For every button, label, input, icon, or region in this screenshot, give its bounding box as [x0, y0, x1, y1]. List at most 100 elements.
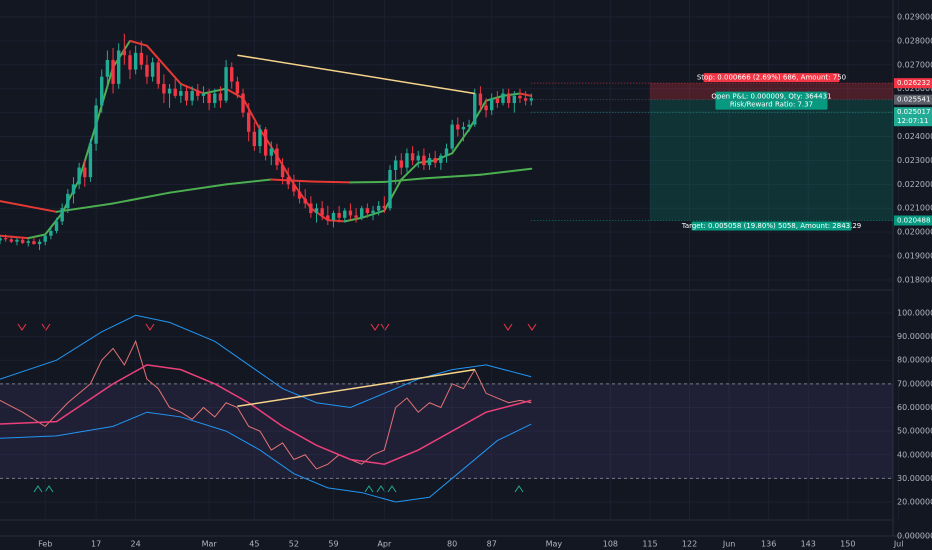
candle-body — [343, 210, 347, 218]
candle-body — [100, 76, 104, 106]
candle-body — [54, 221, 59, 231]
ma-segment — [225, 87, 245, 100]
candle-body — [484, 105, 488, 111]
indicator-line — [0, 411, 532, 503]
x-tick-label: Feb — [38, 540, 52, 549]
trend-line — [237, 54, 475, 95]
candle-body — [162, 83, 166, 94]
candle-body — [133, 52, 138, 70]
candle-body — [173, 88, 177, 96]
candle-body — [360, 208, 364, 218]
candle-body — [405, 153, 409, 168]
ma-segment — [468, 99, 488, 131]
y-tick-label: 90.000000 — [897, 332, 932, 341]
candle-body — [376, 205, 381, 211]
candle-body — [495, 98, 500, 104]
ma-segment — [225, 178, 273, 186]
ma-segment — [258, 128, 278, 157]
ma-segment — [55, 202, 115, 213]
y-tick-label: 0.018000 — [897, 275, 932, 284]
x-tick-label: 122 — [682, 540, 697, 549]
rr-label: Risk/Reward Ratio: 7.37 — [730, 101, 813, 109]
ma-segment — [242, 97, 261, 131]
candle-body — [456, 124, 460, 130]
ma-segment — [128, 39, 148, 47]
candle-body — [393, 160, 398, 170]
y-tick-label: 30.000000 — [897, 474, 932, 483]
ma-segment — [168, 183, 228, 194]
x-tick-label: 52 — [289, 540, 299, 549]
y-tick-label: 50.000000 — [897, 427, 932, 436]
price-tag-label: 0.026232 — [897, 79, 930, 87]
candle-body — [410, 153, 415, 161]
candle-body — [201, 93, 206, 96]
candle-body — [184, 91, 189, 101]
ma-segment — [145, 44, 165, 66]
x-tick-label: Jun — [722, 540, 736, 549]
candle-body — [388, 169, 392, 209]
candle-body — [444, 148, 449, 156]
candle-body — [422, 155, 426, 166]
candle-body — [213, 93, 217, 104]
countdown-label: 12:07:11 — [897, 117, 928, 125]
candle-body — [252, 131, 257, 147]
x-tick-label: Apr — [377, 540, 392, 549]
x-tick-label: 136 — [761, 540, 776, 549]
target-zone — [649, 99, 893, 221]
trend-line — [237, 368, 475, 408]
candle-body — [139, 52, 143, 65]
ma-segment — [400, 161, 420, 181]
candle-body — [416, 155, 420, 161]
candle-body — [26, 241, 30, 243]
candle-body — [0, 238, 2, 241]
candle-body — [523, 98, 528, 101]
candle-body — [286, 177, 290, 185]
ma-segment — [326, 219, 346, 223]
y-tick-label: 70.000000 — [897, 379, 932, 388]
candle-body — [32, 241, 36, 245]
candle-body — [150, 62, 155, 77]
candle-body — [439, 155, 443, 163]
ma-segment — [434, 152, 454, 162]
candle-body — [116, 50, 121, 84]
price-tag-label: 0.020488 — [897, 216, 930, 224]
candle-body — [190, 91, 194, 101]
sell-arrows — [17, 323, 537, 331]
pnl-label-box — [715, 91, 828, 110]
indicator-line — [0, 314, 532, 408]
ma-segment — [451, 128, 471, 155]
candle-body — [167, 88, 172, 94]
candle-body — [450, 124, 454, 149]
candle-body — [348, 210, 353, 216]
y-tick-label: 0.023000 — [897, 156, 932, 165]
ma-segment — [479, 167, 533, 176]
stop-label-box — [703, 73, 840, 83]
candle-body — [83, 167, 87, 178]
ma-segment — [0, 200, 58, 213]
candle-body — [490, 98, 494, 111]
candle-body — [196, 91, 200, 96]
candle-body — [518, 95, 522, 99]
y-tick-label: 0.020000 — [897, 228, 932, 237]
candle-body — [399, 160, 403, 168]
candle-body — [354, 215, 358, 218]
ma-segment — [417, 159, 437, 164]
candle-body — [88, 143, 93, 178]
y-tick-label: 40.000000 — [897, 450, 932, 459]
candle-body — [94, 105, 98, 144]
x-tick-label: 59 — [328, 540, 338, 549]
candle-body — [512, 95, 517, 104]
price-tag — [894, 107, 932, 127]
indicator-line — [0, 364, 532, 465]
ma-segment — [112, 39, 131, 69]
y-tick-label: 0.021000 — [897, 204, 932, 213]
candle-body — [43, 235, 47, 242]
y-tick-label: 80.000000 — [897, 356, 932, 365]
candle-body — [235, 81, 240, 94]
candle-body — [320, 208, 324, 216]
ma-segment — [44, 212, 64, 236]
ma-segment — [422, 173, 482, 180]
x-tick-label: 115 — [642, 540, 657, 549]
candle-body — [297, 191, 302, 199]
